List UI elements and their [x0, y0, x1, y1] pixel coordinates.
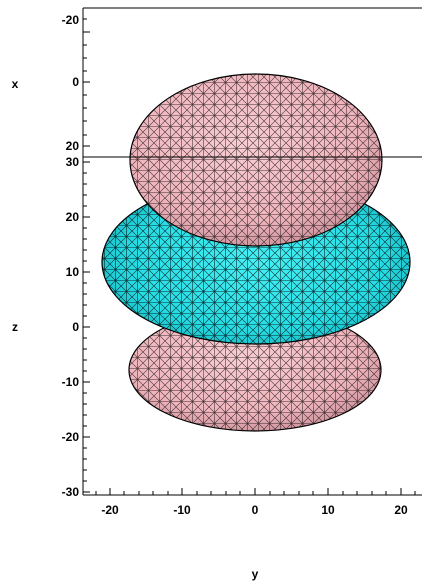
- y-tick-label: 20: [394, 503, 408, 517]
- z-minor-ticks: [83, 172, 87, 482]
- bottom-lobe: [128, 308, 382, 432]
- z-tick-label: 20: [66, 210, 80, 224]
- top-lobe: [129, 73, 383, 247]
- top-tick-label: 0: [72, 75, 79, 89]
- y-tick-label: -20: [101, 503, 119, 517]
- x-axis-label: x: [12, 77, 19, 91]
- z-major-ticks: [83, 161, 90, 493]
- top-tick-label: 20: [66, 139, 80, 153]
- z-axis-label: z: [12, 320, 18, 334]
- y-major-ticks: [109, 488, 402, 495]
- y-axis-label: y: [252, 567, 259, 581]
- z-tick-label: -10: [62, 375, 80, 389]
- y-tick-label: -10: [173, 503, 191, 517]
- top-panel: -20 0 20 x: [12, 7, 422, 157]
- top-tick-label: -20: [62, 13, 80, 27]
- y-minor-ticks: [95, 491, 416, 495]
- y-tick-label: 10: [321, 503, 335, 517]
- top-panel-minor-ticks: [83, 18, 87, 136]
- main-panel-axes: 30 20 10 0 -10 -20 -30 z -20 -10 0 10 20: [12, 155, 422, 581]
- z-tick-label: 0: [72, 320, 79, 334]
- z-tick-label: -30: [62, 485, 80, 499]
- z-tick-label: 30: [66, 155, 80, 169]
- y-tick-label: 0: [252, 503, 259, 517]
- z-tick-label: -20: [62, 430, 80, 444]
- z-tick-label: 10: [66, 265, 80, 279]
